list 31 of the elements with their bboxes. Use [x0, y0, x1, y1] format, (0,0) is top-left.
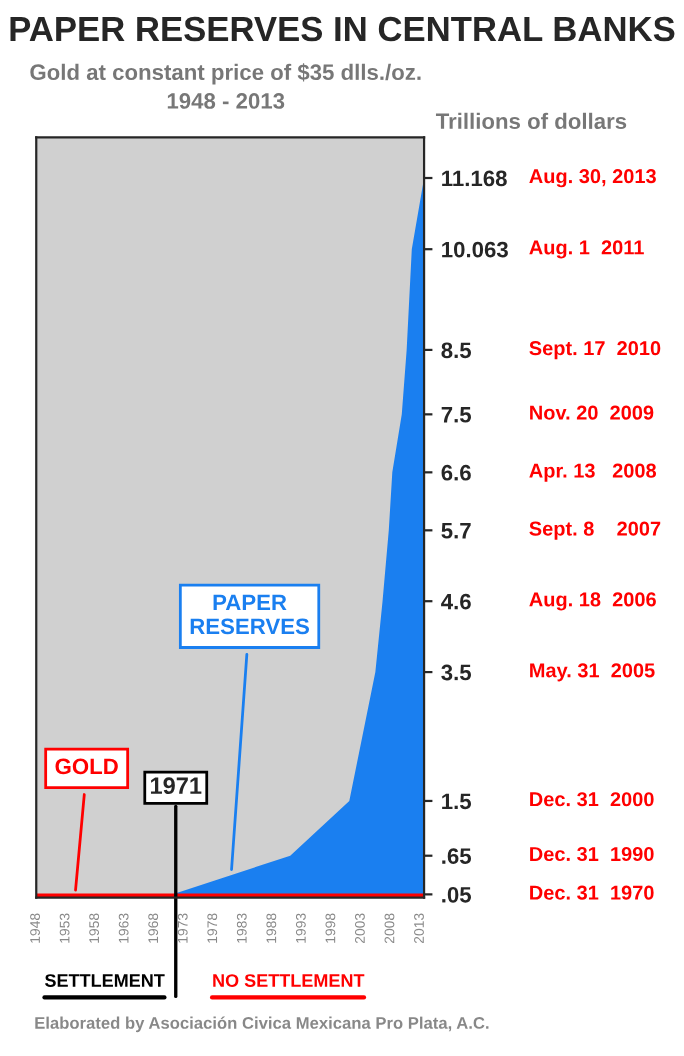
- text: Aug. 18 2006: [529, 592, 656, 611]
- text: PAPER RESERVES: [190, 594, 310, 635]
- y-tick-label: 11.168: [442, 170, 507, 187]
- y-tick-label: 8.5: [441, 342, 472, 359]
- y-tick-label: 4.6: [441, 593, 471, 610]
- text: Elaborated by Asociación Civica Mexicana Pro Plata, A.C.: [35, 1016, 489, 1033]
- text: Aug. 1 2011: [529, 240, 644, 259]
- text: May. 31 2005: [530, 663, 655, 682]
- text: Sept. 8 2007: [529, 521, 661, 540]
- text: SETTLEMENT: [44, 974, 165, 987]
- y-tick-label: .65: [442, 848, 472, 864]
- chart-subtitle: Gold at constant price of $35 dlls./oz. 1948 - 2013: [30, 63, 421, 109]
- text: Aug. 30, 2013: [529, 169, 656, 188]
- text: Apr. 13 2008: [529, 463, 657, 482]
- text: Sept. 17 2010: [529, 341, 661, 360]
- y-tick-label: 1.5: [442, 793, 472, 810]
- text: Dec. 31 1970: [530, 885, 654, 900]
- y-tick-label: 5.7: [441, 523, 471, 539]
- y-axis-title: Trillions of dollars: [435, 112, 627, 130]
- text: NO SETTLEMENT: [213, 974, 365, 987]
- ref-line-label: 1971: [150, 777, 202, 795]
- y-tick-label: 6.6: [441, 464, 471, 481]
- text: Nov. 20 2009: [530, 405, 654, 420]
- text: Dec. 31 1990: [530, 846, 654, 862]
- y-tick-label: 7.5: [441, 407, 472, 423]
- text: GOLD: [55, 758, 118, 775]
- y-tick-label: 3.5: [441, 664, 472, 681]
- y-tick-label: 10.063: [442, 241, 508, 258]
- text: Dec. 31 2000: [530, 792, 654, 807]
- y-tick-label: .05: [442, 886, 472, 903]
- chart-title: PAPER RESERVES IN CENTRAL BANKS: [10, 16, 675, 42]
